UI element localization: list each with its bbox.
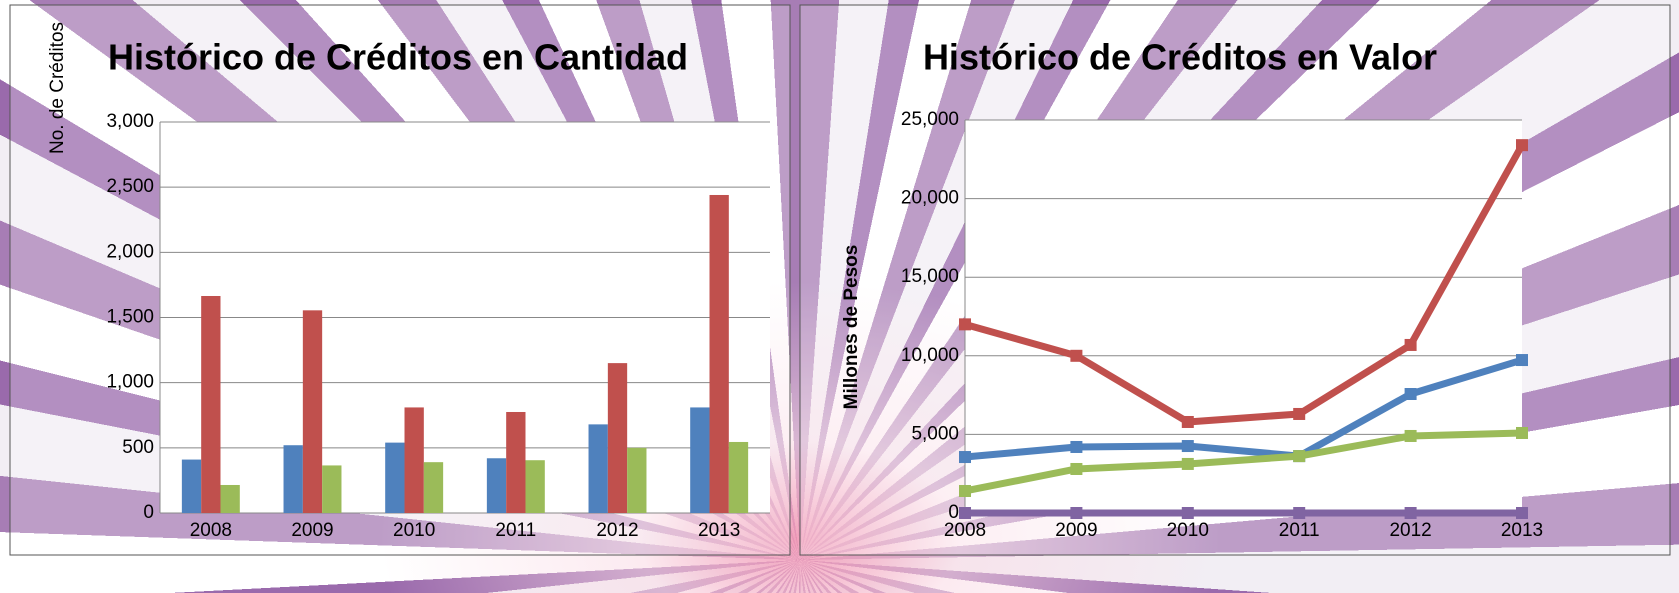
marker: [1405, 507, 1417, 519]
marker: [1182, 440, 1194, 452]
marker: [959, 451, 971, 463]
x-tick-label: 2008: [190, 520, 232, 541]
marker: [1293, 507, 1305, 519]
marker: [1516, 139, 1528, 151]
bar: [405, 407, 424, 513]
marker: [1182, 416, 1194, 428]
bar: [487, 458, 506, 513]
x-tick-label: 2012: [596, 520, 638, 541]
bar: [608, 363, 627, 513]
y-tick-label: 0: [143, 502, 154, 523]
bar: [690, 407, 709, 513]
marker: [959, 318, 971, 330]
y-tick-label: 2,000: [106, 241, 154, 262]
y-axis-label: No. de Créditos: [47, 22, 68, 154]
y-tick-label: 10,000: [901, 345, 959, 366]
marker: [1182, 507, 1194, 519]
marker: [1070, 350, 1082, 362]
y-tick-label: 2,500: [106, 176, 154, 197]
bar: [525, 460, 544, 513]
marker: [1182, 458, 1194, 470]
y-tick-label: 5,000: [911, 423, 959, 444]
bar: [284, 445, 303, 513]
bar: [220, 485, 239, 513]
y-axis-label: Millones de Pesos: [841, 245, 862, 410]
marker: [1405, 339, 1417, 351]
marker: [959, 485, 971, 497]
bar: [182, 460, 201, 513]
x-tick-label: 2013: [698, 520, 740, 541]
y-tick-label: 1,500: [106, 307, 154, 328]
x-tick-label: 2011: [495, 520, 536, 541]
bar: [589, 424, 608, 513]
x-tick-label: 2009: [1055, 520, 1097, 541]
marker: [1070, 441, 1082, 453]
y-tick-label: 1,000: [106, 372, 154, 393]
bar: [303, 310, 322, 513]
bar: [201, 296, 220, 513]
bar: [424, 462, 443, 513]
marker: [1405, 388, 1417, 400]
marker: [959, 507, 971, 519]
chart-title: Histórico de Créditos en Valor: [923, 37, 1437, 78]
x-tick-label: 2009: [291, 520, 333, 541]
y-tick-label: 3,000: [106, 111, 154, 132]
marker: [1516, 507, 1528, 519]
x-tick-label: 2011: [1279, 520, 1320, 541]
marker: [1516, 354, 1528, 366]
bar: [385, 443, 404, 513]
marker: [1070, 507, 1082, 519]
marker: [1405, 430, 1417, 442]
bar: [729, 442, 748, 513]
x-tick-label: 2013: [1501, 520, 1543, 541]
y-tick-label: 25,000: [901, 109, 959, 130]
marker: [1516, 427, 1528, 439]
x-tick-label: 2012: [1389, 520, 1431, 541]
bar: [506, 412, 525, 513]
marker: [1070, 463, 1082, 475]
chart-title: Histórico de Créditos en Cantidad: [108, 37, 688, 78]
bar: [627, 448, 646, 513]
bar: [710, 195, 729, 513]
bar: [322, 465, 341, 513]
y-tick-label: 15,000: [901, 266, 959, 287]
y-tick-label: 20,000: [901, 188, 959, 209]
charts: Histórico de Créditos en Cantidad No. de …: [0, 0, 1679, 593]
x-tick-label: 2008: [944, 520, 986, 541]
x-tick-label: 2010: [393, 520, 435, 541]
x-tick-label: 2010: [1167, 520, 1209, 541]
marker: [1293, 450, 1305, 462]
marker: [1293, 408, 1305, 420]
y-tick-label: 500: [122, 437, 154, 458]
